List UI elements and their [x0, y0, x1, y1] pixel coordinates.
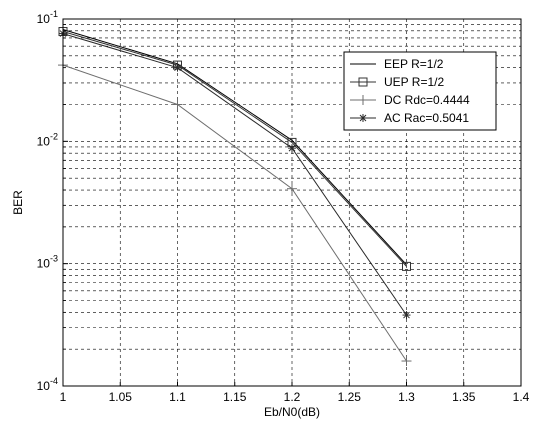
y-axis-label: BER: [11, 190, 25, 215]
y-tick-label: 10-1: [37, 9, 58, 26]
data-point: [288, 144, 296, 153]
series-line: [62, 33, 407, 316]
series-3: [58, 60, 412, 367]
x-tick-label: 1: [60, 390, 67, 404]
series-line: [62, 31, 407, 267]
legend-item: AC Rac=0.5041: [350, 111, 469, 125]
legend-marker: [358, 95, 368, 105]
series-1: [62, 29, 407, 266]
legend: EEP R=1/2 UEP R=1/2 DC Rdc=0.4444 AC Rac=0.…: [343, 51, 497, 131]
legend-marker: [359, 114, 367, 122]
y-tick-label: 10-3: [37, 254, 58, 271]
y-tick-label: 10-2: [37, 131, 58, 148]
star-d2: [288, 144, 296, 152]
star-d2: [174, 64, 181, 72]
star-d2: [359, 114, 367, 122]
legend-label: UEP R=1/2: [384, 75, 444, 89]
series-group: [58, 27, 412, 367]
legend-marker: [358, 77, 368, 87]
data-point: [402, 311, 411, 320]
series-line: [62, 64, 407, 362]
x-axis-label: Eb/N0(dB): [264, 405, 320, 419]
x-tick-label: 1.2: [284, 390, 301, 404]
legend-label: EEP R=1/2: [384, 57, 444, 71]
data-point: [173, 63, 182, 72]
x-tick-label: 1.1: [169, 390, 186, 404]
axis-ticks: 1 1.05 1.1 1.15 1.2 1.25 1.3 1.35 1.4 10-4 10-3 10-…: [37, 9, 530, 404]
data-point: [172, 99, 183, 110]
series-line: [62, 29, 407, 266]
x-tick-label: 1.15: [223, 390, 247, 404]
data-point: [287, 183, 297, 194]
x-tick-label: 1.35: [452, 390, 476, 404]
star-d2: [403, 311, 410, 319]
legend-item: UEP R=1/2: [350, 75, 444, 89]
x-tick-label: 1.25: [338, 390, 362, 404]
x-tick-label: 1.3: [398, 390, 415, 404]
data-point: [402, 261, 411, 271]
legend-item: DC Rdc=0.4444: [350, 93, 470, 107]
x-tick-label: 1.05: [109, 390, 133, 404]
legend-item: EEP R=1/2: [350, 57, 444, 71]
legend-label: DC Rdc=0.4444: [384, 93, 470, 107]
legend-box: [343, 51, 497, 131]
x-tick-label: 1.4: [513, 390, 530, 404]
data-point: [401, 356, 412, 367]
y-tick-label: 10-4: [37, 376, 58, 393]
legend-label: AC Rac=0.5041: [384, 111, 469, 125]
